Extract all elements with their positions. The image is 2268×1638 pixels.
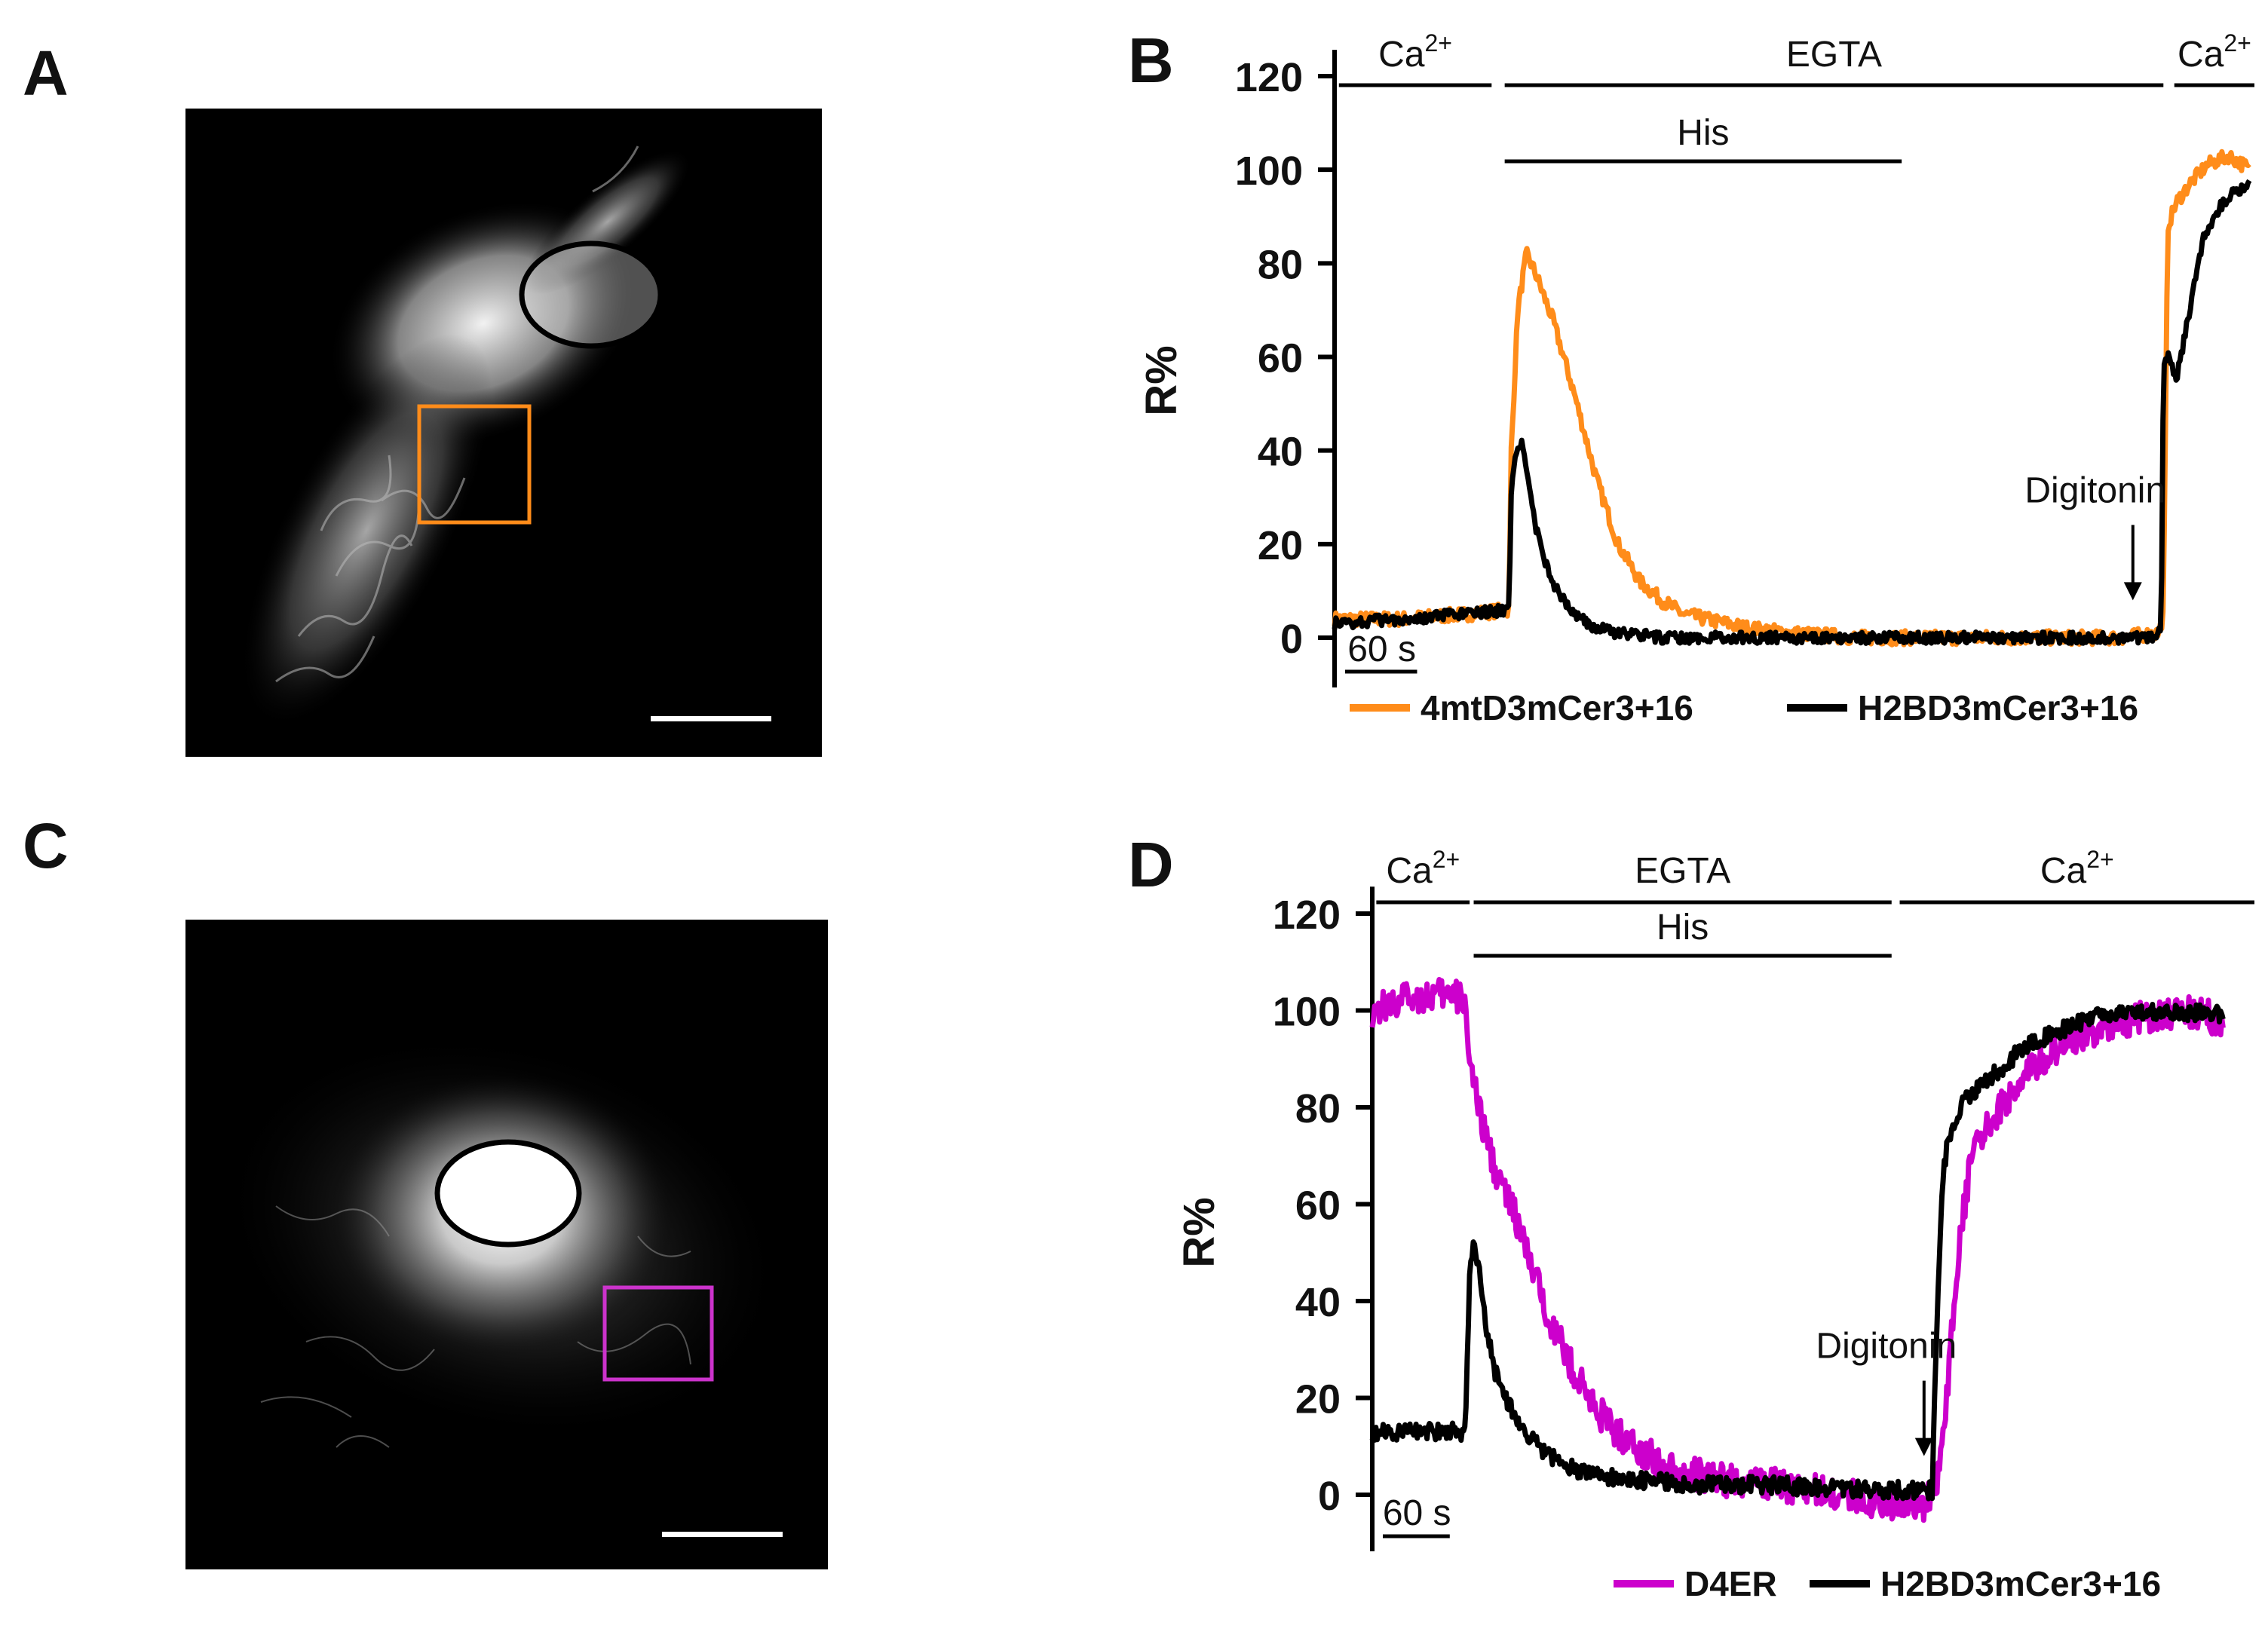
treatment-label: Ca2+ [1386, 846, 1460, 891]
y-tick-label: 0 [1318, 1474, 1341, 1519]
y-tick-label: 0 [1280, 617, 1303, 662]
his-label: His [1657, 908, 1709, 948]
legend-label: H2BD3mCer3+16 [1858, 688, 2138, 727]
y-tick-label: 80 [1258, 242, 1303, 287]
treatment-label: EGTA [1786, 35, 1882, 75]
nucleus-outline-a [519, 240, 664, 349]
panel-label-d: D [1128, 829, 1174, 900]
micrograph-c [185, 920, 828, 1569]
legend-label: H2BD3mCer3+16 [1880, 1564, 2161, 1603]
y-tick-label: 100 [1235, 148, 1303, 194]
y-tick-label: 120 [1273, 892, 1341, 938]
digitonin-arrowhead [2123, 582, 2142, 601]
y-tick-label: 40 [1258, 430, 1303, 475]
roi-box-c [602, 1285, 714, 1382]
y-tick-label: 100 [1273, 990, 1341, 1035]
series-line [1369, 977, 2226, 1523]
y-tick-label: 120 [1235, 55, 1303, 100]
treatment-label: EGTA [1635, 851, 1730, 891]
roi-box-a [417, 404, 532, 525]
treatment-label: Ca2+ [2178, 29, 2251, 75]
digitonin-label: Digitonin [1816, 1327, 1957, 1367]
y-tick-label: 20 [1258, 523, 1303, 568]
his-label: His [1677, 113, 1729, 153]
y-axis-label: R% [1175, 1197, 1224, 1267]
nucleus-outline-c [434, 1139, 582, 1248]
panel-label-b: B [1128, 25, 1174, 96]
treatment-label: Ca2+ [1378, 29, 1452, 75]
scale-bar-a [651, 716, 771, 721]
y-axis-label: R% [1137, 345, 1186, 415]
scale-bar-c [662, 1532, 783, 1537]
y-tick-label: 20 [1295, 1377, 1341, 1422]
chart-b: 0 20 40 60 80 100 120 R% Ca2+ EGTA Ca2+ His Digitoni… [1137, 29, 2254, 727]
y-tick-label: 40 [1295, 1280, 1341, 1325]
scale-bar-label: 60 s [1347, 629, 1416, 669]
scale-bar-label: 60 s [1383, 1493, 1451, 1533]
treatment-label: Ca2+ [2040, 846, 2114, 891]
panel-label-a: A [23, 38, 69, 109]
y-tick-label: 80 [1295, 1086, 1341, 1131]
y-tick-label: 60 [1258, 336, 1303, 381]
digitonin-arrowhead [1914, 1437, 1933, 1456]
y-tick-label: 60 [1295, 1183, 1341, 1229]
series-line [1369, 1002, 2226, 1502]
legend-label: D4ER [1684, 1564, 1777, 1603]
series-line [1332, 179, 2252, 646]
micrograph-a [185, 109, 822, 757]
digitonin-label: Digitonin [2024, 470, 2165, 510]
panel-label-c: C [23, 810, 69, 881]
legend-label: 4mtD3mCer3+16 [1421, 688, 1693, 727]
